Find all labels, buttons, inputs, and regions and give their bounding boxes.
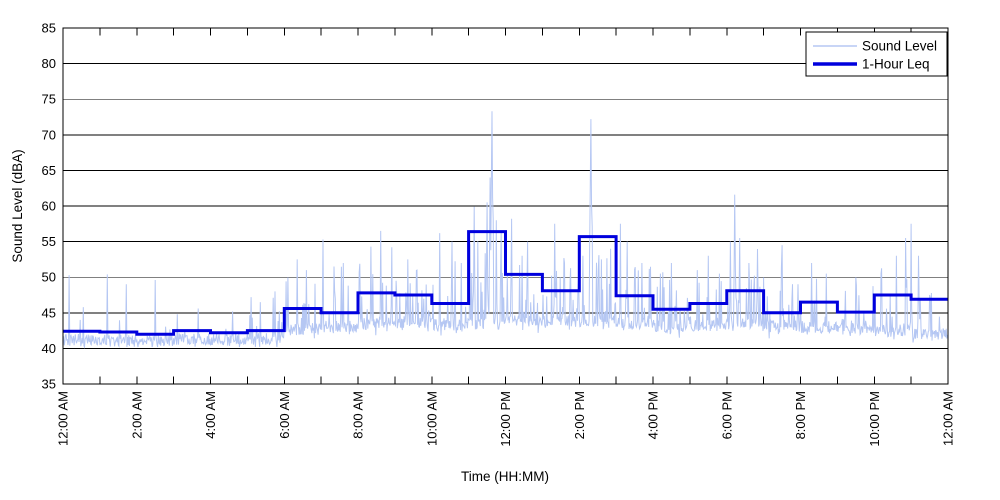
y-tick-label: 40: [42, 341, 56, 356]
x-axis-title: Time (HH:MM): [461, 469, 549, 484]
sound-level-series: [62, 111, 948, 349]
y-tick-label: 45: [42, 305, 56, 320]
leq-series: [63, 230, 948, 336]
x-tick-label: 4:00 AM: [203, 391, 218, 439]
x-tick-label: 4:00 PM: [646, 391, 661, 439]
x-tick-label: 6:00 AM: [277, 391, 292, 439]
legend-label-sound-level: Sound Level: [862, 39, 937, 54]
x-tick-label: 12:00 AM: [56, 391, 71, 446]
y-axis-title: Sound Level (dBA): [10, 149, 25, 262]
x-tick-label: 12:00 PM: [498, 391, 513, 447]
x-tick-label: 8:00 AM: [351, 391, 366, 439]
legend-label-leq: 1-Hour Leq: [862, 57, 930, 72]
y-tick-label: 50: [42, 270, 56, 285]
x-tick-label: 2:00 PM: [572, 391, 587, 439]
y-tick-label: 85: [42, 21, 56, 36]
x-tick-label: 10:00 PM: [867, 391, 882, 447]
x-tick-label: 2:00 AM: [129, 391, 144, 439]
y-tick-label: 55: [42, 234, 56, 249]
legend: Sound Level 1-Hour Leq: [805, 31, 948, 77]
x-tick-label: 8:00 PM: [793, 391, 808, 439]
y-tick-label: 80: [42, 56, 56, 71]
y-tick-label: 65: [42, 163, 56, 178]
x-tick-label: 10:00 AM: [424, 391, 439, 446]
y-tick-label: 75: [42, 92, 56, 107]
x-tick-label: 12:00 AM: [941, 391, 956, 446]
y-tick-label: 60: [42, 199, 56, 214]
y-tick-label: 70: [42, 127, 56, 142]
x-tick-label: 6:00 PM: [719, 391, 734, 439]
y-tick-label: 35: [42, 377, 56, 392]
legend-box: [805, 31, 948, 77]
